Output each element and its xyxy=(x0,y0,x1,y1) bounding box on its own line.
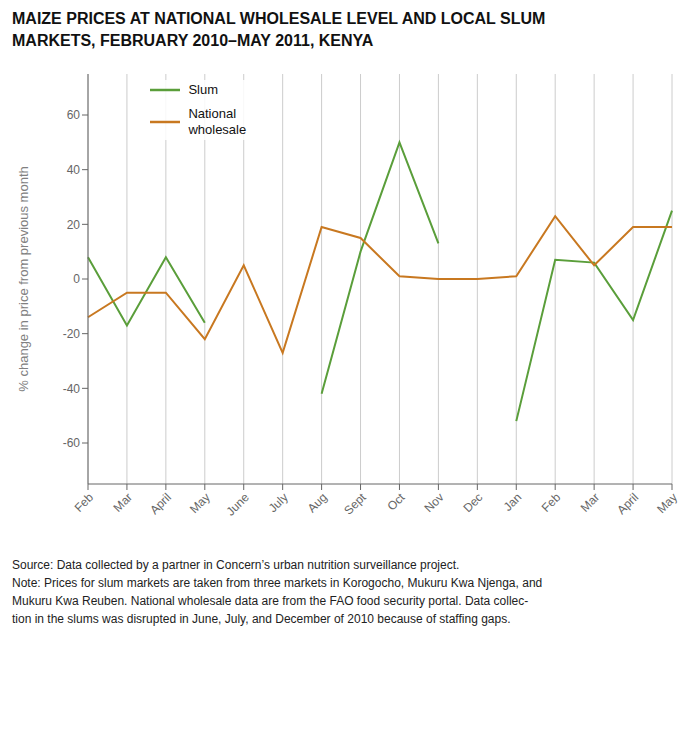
svg-text:20: 20 xyxy=(67,218,81,232)
svg-text:40: 40 xyxy=(67,163,81,177)
svg-text:Feb: Feb xyxy=(539,490,564,515)
svg-text:Mar: Mar xyxy=(111,490,136,515)
svg-text:April: April xyxy=(614,490,641,517)
svg-text:July: July xyxy=(266,490,291,515)
svg-text:0: 0 xyxy=(73,272,80,286)
svg-text:May: May xyxy=(654,490,680,516)
svg-text:May: May xyxy=(187,490,213,516)
svg-text:Jan: Jan xyxy=(501,490,525,514)
html-text:Slum: Slum xyxy=(188,82,218,97)
html-text:Source: Data collected by a pa: Source: Data collected by a partner in C… xyxy=(12,558,460,572)
html-text:National wholesale: National wholesale xyxy=(188,106,247,137)
html-text:MAIZE PRICES AT NATIONAL WHOLE: MAIZE PRICES AT NATIONAL WHOLESALE LEVEL… xyxy=(12,10,546,49)
html-text:Note: Prices for slum markets: Note: Prices for slum markets are taken … xyxy=(12,576,543,590)
svg-text:Aug: Aug xyxy=(305,490,330,515)
svg-text:April: April xyxy=(147,490,174,517)
html-text:Mukuru Kwa Reuben. National wh: Mukuru Kwa Reuben. National wholesale da… xyxy=(12,594,529,608)
svg-text:% change in price from previou: % change in price from previous month xyxy=(16,166,31,391)
svg-text:-40: -40 xyxy=(63,382,81,396)
svg-text:Dec: Dec xyxy=(460,490,485,515)
svg-text:Feb: Feb xyxy=(72,490,97,515)
svg-text:Mar: Mar xyxy=(578,490,603,515)
svg-text:-20: -20 xyxy=(63,327,81,341)
html-text:tion in the slums was disrupte: tion in the slums was disrupted in June,… xyxy=(12,612,511,626)
svg-text:Nov: Nov xyxy=(422,490,447,515)
svg-text:-60: -60 xyxy=(63,436,81,450)
svg-text:Sept: Sept xyxy=(341,490,369,518)
svg-text:June: June xyxy=(224,490,253,519)
svg-text:Oct: Oct xyxy=(385,490,409,514)
svg-text:60: 60 xyxy=(67,108,81,122)
